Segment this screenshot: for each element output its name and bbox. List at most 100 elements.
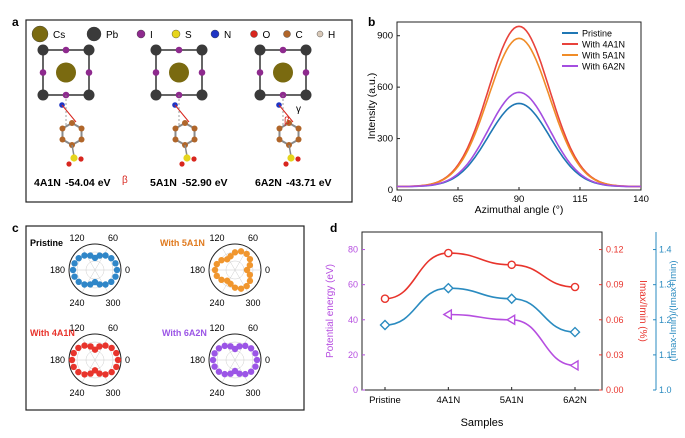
o2-atom-2 xyxy=(283,161,289,167)
d-line-1 xyxy=(384,252,576,300)
o-atom-0 xyxy=(78,156,84,162)
polar-angle-label-1-1: 60 xyxy=(248,233,258,243)
polar-point-1-10 xyxy=(211,266,219,274)
polar-point-3-6 xyxy=(227,343,234,350)
b-xtick-label-65: 65 xyxy=(453,194,464,205)
d-xtick-label-0: Pristine xyxy=(369,395,401,406)
o-atom-2 xyxy=(295,156,301,162)
panel-label-a: a xyxy=(12,15,19,29)
angle-label-beta: β xyxy=(122,175,128,186)
d-outer-axis-label: (Imax-Imin)/(Imax+Imin) xyxy=(668,260,679,361)
polar-angle-label-2-0: 120 xyxy=(69,323,84,333)
c-atom-1-2 xyxy=(172,136,179,143)
legend-atom-cs-label: Cs xyxy=(53,30,65,41)
polar-point-0-10 xyxy=(69,266,77,274)
polar-point-3-17 xyxy=(242,370,249,378)
o-atom-1 xyxy=(191,156,197,162)
polar-point-1-15 xyxy=(231,284,239,291)
panel-d-xlabel: Samples xyxy=(461,417,504,429)
polar-point-3-19 xyxy=(252,363,259,370)
polar-spoke-0-2 xyxy=(81,247,96,271)
cs-atom-2 xyxy=(273,62,293,83)
polar-point-1-14 xyxy=(227,280,234,287)
vector-1 xyxy=(174,104,190,123)
d-right-tick-label-1: 0.03 xyxy=(606,350,624,360)
d-right-tick-label-3: 0.09 xyxy=(606,280,624,290)
panel-d-axes: Pristine 4A1N 5A1N 6A2N 0 20 40 60 80 Potential e… xyxy=(325,232,679,406)
c-atom-0-3 xyxy=(59,125,66,132)
polar-angle-label-0-0: 120 xyxy=(69,233,84,243)
polar-point-0-7 xyxy=(81,252,88,259)
polar-point-0-16 xyxy=(96,281,103,288)
pb-atom-1-0 xyxy=(150,44,162,56)
b-curve-3 xyxy=(397,91,641,188)
c-atom-1-3 xyxy=(172,125,179,132)
b-legend-label-1: With 4A1N xyxy=(582,40,625,50)
s-atom-2 xyxy=(287,154,295,162)
c-atom-2-3 xyxy=(276,125,283,132)
i-atom-1-2 xyxy=(152,69,160,76)
polar-point-3-3 xyxy=(242,342,249,350)
b-xtick-label-115: 115 xyxy=(572,194,587,205)
polar-point-2-2 xyxy=(108,344,115,352)
polar-point-2-4 xyxy=(96,343,103,350)
panel-b-ticks: 40 65 90 115 140 0 300 600 900 xyxy=(377,31,649,205)
d-line-2 xyxy=(384,287,576,333)
polar-point-3-12 xyxy=(215,368,223,375)
polar-point-1-0 xyxy=(243,266,251,274)
panel-d-series xyxy=(379,248,581,372)
polar-point-1-11 xyxy=(213,272,221,280)
polar-point-2-8 xyxy=(75,344,82,352)
vector-0 xyxy=(61,104,77,123)
d-left-tick-label-40: 40 xyxy=(348,315,358,325)
c-atom-2-0 xyxy=(295,136,302,143)
polar-point-1-18 xyxy=(246,277,254,285)
d-right-tick-label-0: 0.00 xyxy=(606,385,624,395)
polar-point-1-5 xyxy=(231,249,239,256)
legend-atom-n-label: N xyxy=(224,30,231,41)
pb-atom-0-0 xyxy=(37,44,49,56)
c-atom-2-4 xyxy=(286,120,292,126)
polar-point-2-0 xyxy=(114,356,122,364)
polar-point-0-13 xyxy=(81,281,88,288)
c-atom-1-5 xyxy=(191,125,198,132)
b-curve-2 xyxy=(397,37,641,188)
polar-point-2-7 xyxy=(81,342,88,349)
polar-point-3-11 xyxy=(211,363,218,370)
c-atom-2-5 xyxy=(295,125,302,132)
d-outer-tick-label-1: 1.1 xyxy=(659,350,672,360)
pb-atom-0-3 xyxy=(83,89,95,101)
polar-angle-label-0-3: 0 xyxy=(125,265,130,275)
polar-point-2-17 xyxy=(102,371,109,378)
d-right-tick-label-2: 0.06 xyxy=(606,315,624,325)
pb-atom-0-1 xyxy=(83,44,95,56)
pb-atom-0-2 xyxy=(37,89,49,101)
legend-atom-c-label: C xyxy=(296,30,303,41)
polar-point-3-13 xyxy=(221,370,228,378)
panel-label-c: c xyxy=(12,221,19,235)
polar-point-2-5 xyxy=(91,346,99,353)
i-atom-0-0 xyxy=(62,46,70,54)
d-marker-1-2 xyxy=(507,260,516,270)
atom-legend: Cs Pb I S N O C H xyxy=(31,25,335,43)
polar-point-0-9 xyxy=(71,260,78,267)
b-ytick-label-900: 900 xyxy=(377,31,393,42)
polar-point-0-18 xyxy=(108,278,115,286)
energy-4a1n-value: -54.04 eV xyxy=(65,177,111,189)
d-left-tick-label-80: 80 xyxy=(348,245,358,255)
d-outer-tick-label-3: 1.3 xyxy=(659,280,672,290)
polar-title-3: With 6A2N xyxy=(162,328,207,338)
b-xtick-label-40: 40 xyxy=(392,194,403,205)
b-ytick-label-0: 0 xyxy=(388,185,393,196)
cs-atom-1 xyxy=(169,62,189,83)
legend-atom-h-icon xyxy=(316,30,324,38)
polar-point-1-7 xyxy=(224,256,231,263)
polar-point-1-3 xyxy=(243,250,250,258)
polar-point-3-16 xyxy=(236,370,243,377)
i-atom-0-3 xyxy=(85,69,93,76)
polar-angle-label-1-4: 240 xyxy=(209,298,224,308)
d-marker-0-1 xyxy=(505,314,516,326)
polar-point-2-9 xyxy=(70,349,77,357)
panel-b-xlabel: Azimuthal angle (°) xyxy=(475,204,564,216)
polar-point-1-12 xyxy=(218,276,225,284)
